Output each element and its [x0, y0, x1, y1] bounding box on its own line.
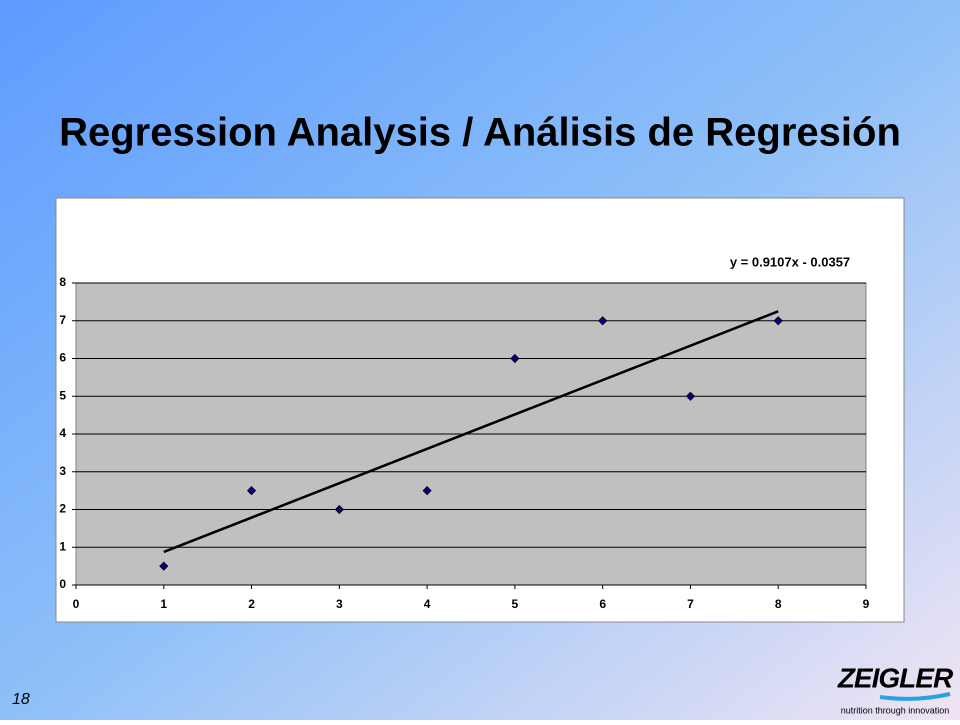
y-tick-label: 7 — [59, 313, 66, 327]
y-tick-label: 1 — [59, 539, 66, 553]
y-tick-label: 4 — [59, 426, 66, 440]
logo-tagline: nutrition through innovation — [841, 705, 950, 715]
y-tick-label: 3 — [59, 464, 66, 478]
x-tick-label: 8 — [775, 597, 782, 611]
data-point — [773, 316, 783, 326]
logo-swoosh — [879, 692, 951, 701]
data-point — [334, 504, 344, 515]
logo: ZEIGLER nutrition through innovation — [837, 662, 955, 715]
x-tick-label: 9 — [863, 597, 870, 611]
y-tick-label: 0 — [59, 577, 66, 591]
x-tick-label: 7 — [687, 597, 694, 611]
x-tick-label: 1 — [160, 597, 167, 611]
y-tick-label: 5 — [59, 388, 66, 402]
data-point — [246, 486, 257, 496]
y-tick-label: 2 — [59, 502, 66, 516]
x-tick-label: 5 — [512, 597, 519, 611]
y-tick-label: 8 — [59, 275, 66, 289]
data-point — [422, 486, 432, 496]
data-point — [598, 316, 608, 326]
trendline-equation: y = 0.9107x - 0.0357 — [730, 254, 850, 269]
data-point — [510, 353, 520, 364]
y-tick-label: 6 — [59, 351, 66, 365]
logo-name: ZEIGLER — [837, 662, 954, 693]
x-tick-label: 2 — [248, 597, 255, 611]
trendline — [163, 310, 779, 554]
data-point — [159, 561, 169, 571]
x-tick-label: 3 — [336, 597, 343, 611]
data-point — [685, 391, 696, 401]
page-number: 18 — [12, 691, 30, 708]
x-tick-label: 4 — [424, 597, 431, 611]
x-tick-label: 6 — [599, 597, 606, 611]
x-tick-label: 0 — [73, 597, 80, 611]
slide-title: Regression Analysis / Análisis de Regres… — [59, 111, 901, 155]
